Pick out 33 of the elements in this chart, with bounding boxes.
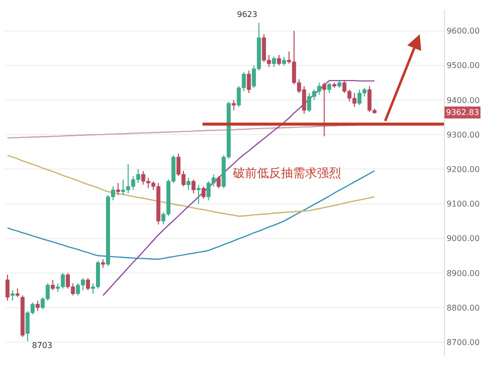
candlestick	[232, 99, 236, 111]
y-tick-label: 9600.00	[446, 26, 480, 36]
candlestick	[10, 290, 15, 302]
candlestick	[246, 70, 251, 94]
annotation: 破前低反抽需求强烈	[232, 166, 341, 180]
annotation: 8703	[32, 341, 52, 350]
y-tick-label: 8800.00	[446, 303, 480, 312]
candlestick	[192, 179, 196, 194]
candlestick	[276, 54, 282, 66]
line-series	[6, 154, 376, 217]
text: 9362.83	[446, 108, 480, 117]
candlestick	[116, 182, 120, 196]
candlestick	[186, 177, 191, 190]
candlestick	[196, 184, 201, 204]
candlestick	[36, 300, 40, 312]
candlestick	[202, 186, 206, 200]
candlestick	[272, 56, 276, 68]
candlestick	[6, 274, 10, 302]
y-tick-label: 9000.00	[446, 234, 480, 244]
candlestick	[327, 82, 332, 94]
line-series	[102, 80, 376, 296]
candlestick	[86, 278, 90, 291]
y-tick-label: 9500.00	[446, 61, 480, 70]
candlestick	[216, 176, 221, 189]
candlestick	[322, 82, 326, 137]
candlestick	[50, 279, 55, 291]
y-tick-label: 9400.00	[446, 96, 480, 105]
y-tick-label: 9100.00	[446, 200, 480, 209]
y-tick-label: 8700.00	[446, 338, 480, 347]
y-tick-label: 8900.00	[446, 268, 480, 278]
annotation: 9623	[237, 10, 258, 19]
y-tick-label: 9300.00	[446, 130, 480, 140]
y-tick-label: 9200.00	[446, 164, 480, 174]
